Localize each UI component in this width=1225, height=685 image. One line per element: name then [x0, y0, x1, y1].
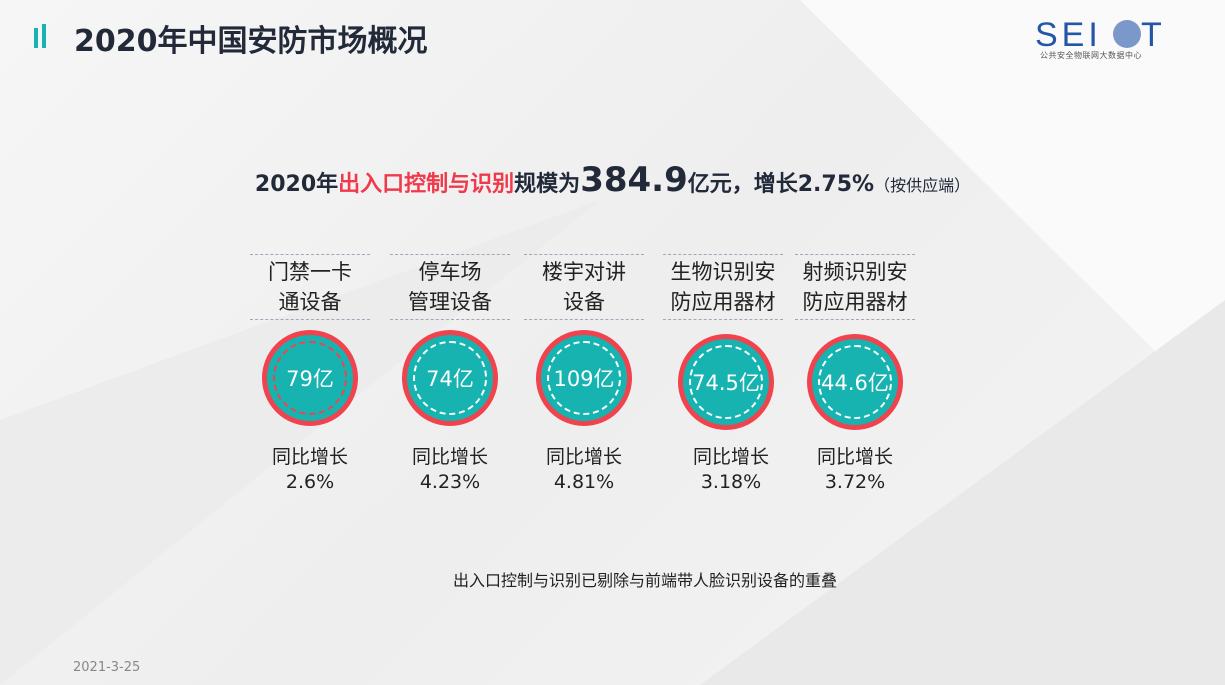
- growth-value: 3.18%: [700, 471, 762, 493]
- segment-name: 通设备: [278, 290, 342, 314]
- segment-name: 防应用器材: [802, 290, 908, 314]
- segment-value: 74.5亿: [692, 371, 760, 395]
- segment-name: 设备: [563, 290, 605, 314]
- segment-value: 74亿: [426, 367, 474, 391]
- headline-highlight: 出入口控制与识别: [338, 172, 515, 197]
- segment-name: 门禁一卡: [268, 260, 352, 284]
- logo-subtitle: 公共安全物联网大数据中心: [1040, 51, 1142, 60]
- headline-note: （按供应端）: [874, 176, 971, 195]
- footnote: 出入口控制与识别已剔除与前端带人脸识别设备的重叠: [453, 571, 838, 590]
- value-circle: 74亿: [402, 330, 498, 426]
- seiot-logo: SEI T: [1035, 16, 1162, 54]
- title-bar-icon: [34, 24, 46, 48]
- svg-text:SEI: SEI: [1035, 16, 1102, 54]
- segment-name: 楼宇对讲: [542, 260, 626, 284]
- growth-label: 同比增长: [692, 446, 769, 468]
- growth-value: 2.6%: [285, 471, 335, 493]
- growth-label: 同比增长: [411, 446, 488, 468]
- growth-label: 同比增长: [816, 446, 893, 468]
- segment-item: 停车场管理设备 74亿 同比增长 4.23%: [390, 254, 510, 493]
- growth-value: 4.23%: [419, 471, 481, 493]
- segment-name: 生物识别安: [670, 260, 776, 284]
- segment-value: 79亿: [286, 367, 334, 391]
- growth-value: 3.72%: [824, 471, 886, 493]
- growth-label: 同比增长: [545, 446, 622, 468]
- headline-mid: 规模为: [514, 172, 581, 197]
- svg-text:T: T: [1141, 16, 1162, 54]
- value-circle: 109亿: [536, 330, 632, 426]
- segment-name: 管理设备: [408, 290, 492, 314]
- growth-label: 同比增长: [271, 446, 348, 468]
- segment-value: 109亿: [553, 367, 615, 391]
- segment-value: 44.6亿: [821, 371, 889, 395]
- segment-name: 射频识别安: [802, 260, 908, 284]
- segment-item: 射频识别安防应用器材 44.6亿 同比增长 3.72%: [795, 254, 915, 493]
- page-title: 2020年中国安防市场概况: [74, 24, 428, 59]
- headline-year: 2020年: [254, 172, 339, 197]
- segment-item: 楼宇对讲设备 109亿 同比增长 4.81%: [524, 254, 644, 493]
- headline: 2020年出入口控制与识别规模为384.9亿元，增长2.75%（按供应端）: [0, 160, 1225, 200]
- segment-item: 生物识别安防应用器材 74.5亿 同比增长 3.18%: [663, 254, 783, 493]
- growth-value: 4.81%: [553, 471, 615, 493]
- value-circle: 79亿: [262, 330, 358, 426]
- segment-name: 停车场: [418, 260, 482, 284]
- segment-item: 门禁一卡通设备 79亿 同比增长 2.6%: [250, 254, 370, 493]
- value-circle: 74.5亿: [678, 334, 774, 430]
- headline-unit: 亿元，增长2.75%: [687, 172, 875, 197]
- value-circle: 44.6亿: [807, 334, 903, 430]
- headline-amount: 384.9: [580, 160, 688, 200]
- segment-name: 防应用器材: [670, 290, 776, 314]
- date: 2021-3-25: [73, 660, 141, 675]
